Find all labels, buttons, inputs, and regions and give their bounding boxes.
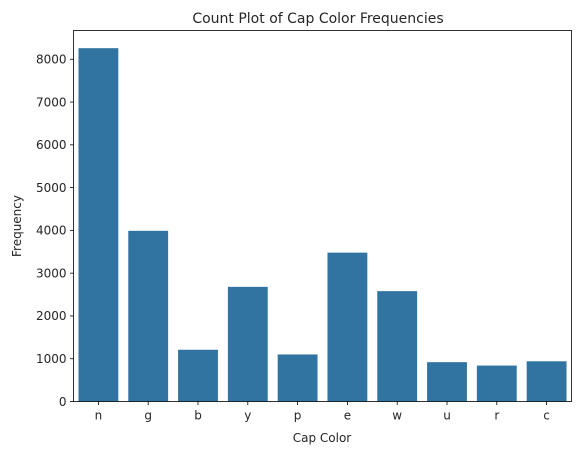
bar-n xyxy=(78,48,119,402)
bar-r xyxy=(476,365,517,402)
bars-group xyxy=(78,48,567,402)
bar-g xyxy=(128,230,169,402)
bar-e xyxy=(327,252,368,402)
y-tick-label-5000: 5000 xyxy=(36,181,67,195)
bar-c xyxy=(526,361,567,402)
y-tick-label-0: 0 xyxy=(59,395,67,409)
bar-w xyxy=(377,291,418,402)
y-tick-label-4000: 4000 xyxy=(36,224,67,238)
y-tick-label-6000: 6000 xyxy=(36,138,67,152)
x-tick-label-e: e xyxy=(344,409,351,423)
x-tick-label-r: r xyxy=(494,409,499,423)
plot-frame xyxy=(73,30,572,402)
x-tick-label-n: n xyxy=(95,409,103,423)
bar-p xyxy=(277,354,318,402)
x-tick-label-b: b xyxy=(194,409,202,423)
bar-b xyxy=(178,349,218,402)
y-axis-label: Frequency xyxy=(10,195,24,257)
x-tick-label-w: w xyxy=(392,409,402,423)
bar-u xyxy=(427,362,467,402)
bar-y xyxy=(227,286,268,402)
y-tick-label-1000: 1000 xyxy=(36,352,67,366)
x-axis-label: Cap Color xyxy=(293,431,352,445)
y-tick-label-7000: 7000 xyxy=(36,95,67,109)
y-tick-label-8000: 8000 xyxy=(36,53,67,67)
x-tick-label-y: y xyxy=(244,409,251,423)
chart-title: Count Plot of Cap Color Frequencies xyxy=(192,11,443,27)
x-tick-label-u: u xyxy=(443,409,451,423)
x-tick-label-p: p xyxy=(294,409,302,423)
y-tick-label-3000: 3000 xyxy=(36,266,67,280)
x-tick-label-g: g xyxy=(144,409,152,423)
x-tick-label-c: c xyxy=(543,409,550,423)
y-ticks-group: 0 1000 2000 3000 4000 5000 6000 7000 8000 xyxy=(36,53,74,409)
y-tick-label-2000: 2000 xyxy=(36,309,67,323)
